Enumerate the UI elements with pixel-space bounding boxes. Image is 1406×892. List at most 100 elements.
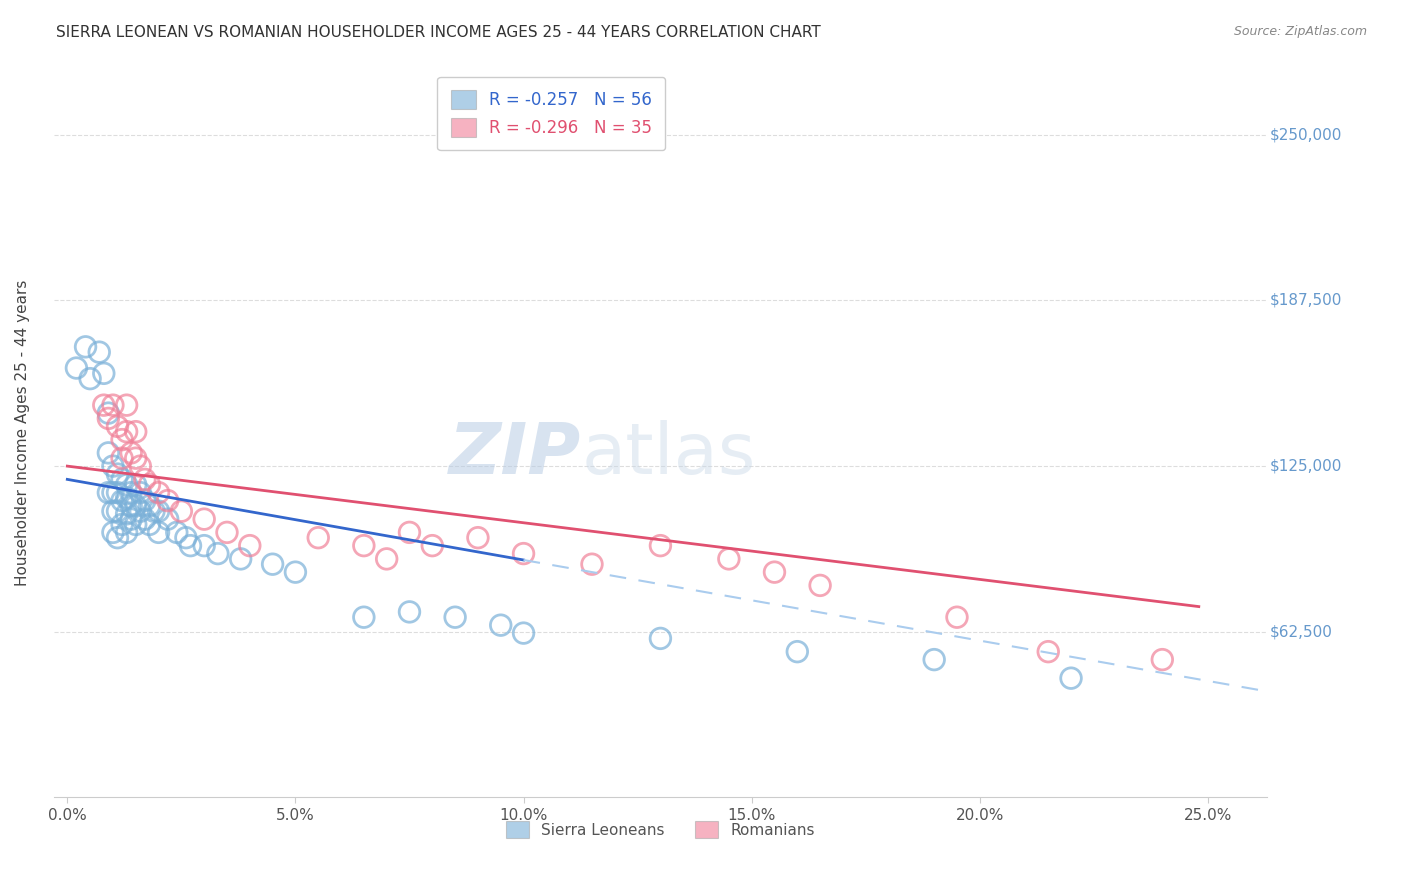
Point (97, 406, 120, 420)
Point (1060, 671, 1083, 685)
Point (353, 610, 375, 624)
Point (101, 459, 124, 474)
Point (1152, 652, 1174, 666)
Point (156, 512, 179, 526)
Point (156, 493, 179, 508)
Point (148, 485, 170, 500)
Point (148, 525, 170, 540)
Point (129, 459, 152, 474)
Point (946, 610, 969, 624)
Point (215, 525, 238, 540)
Text: $125,000: $125,000 (1270, 458, 1343, 474)
Point (808, 578, 831, 592)
Text: $62,500: $62,500 (1270, 624, 1333, 640)
Point (138, 499, 160, 513)
Point (120, 499, 142, 513)
Point (138, 517, 160, 532)
Point (115, 477, 138, 491)
Point (134, 493, 156, 508)
Point (398, 605, 420, 619)
Point (174, 531, 197, 545)
Y-axis label: Householder Income Ages 25 - 44 years: Householder Income Ages 25 - 44 years (15, 280, 30, 586)
Point (125, 517, 148, 532)
Point (93, 367, 115, 381)
Point (125, 451, 148, 466)
Point (763, 565, 786, 579)
Point (581, 557, 603, 571)
Point (143, 504, 166, 518)
Point (229, 552, 252, 566)
Point (93, 398, 115, 412)
Text: $250,000: $250,000 (1270, 128, 1343, 143)
Point (107, 467, 129, 481)
Point (262, 557, 284, 571)
Point (120, 512, 142, 526)
Point (111, 517, 134, 532)
Point (1038, 645, 1060, 659)
Point (125, 477, 148, 491)
Point (97, 446, 120, 460)
Point (111, 433, 134, 447)
Point (120, 446, 142, 460)
Point (125, 425, 148, 439)
Point (101, 504, 124, 518)
Point (922, 652, 945, 666)
Point (107, 531, 129, 545)
Point (512, 626, 534, 640)
Point (79, 371, 101, 385)
Point (115, 525, 138, 540)
Point (101, 398, 124, 412)
Point (398, 525, 420, 540)
Point (115, 398, 138, 412)
Point (111, 451, 134, 466)
Point (650, 632, 672, 646)
Point (125, 499, 148, 513)
Point (107, 504, 129, 518)
Point (101, 485, 124, 500)
Point (307, 531, 329, 545)
Text: SIERRA LEONEAN VS ROMANIAN HOUSEHOLDER INCOME AGES 25 - 44 YEARS CORRELATION CHA: SIERRA LEONEAN VS ROMANIAN HOUSEHOLDER I… (56, 25, 821, 40)
Point (148, 504, 170, 518)
Point (97, 485, 120, 500)
Point (375, 552, 398, 566)
Point (111, 472, 134, 486)
Text: ZIP: ZIP (450, 420, 582, 490)
Point (129, 504, 152, 518)
Point (650, 539, 672, 553)
Legend: Sierra Leoneans, Romanians: Sierra Leoneans, Romanians (501, 814, 821, 845)
Point (193, 539, 215, 553)
Point (193, 512, 215, 526)
Point (134, 512, 156, 526)
Point (134, 472, 156, 486)
Point (786, 645, 808, 659)
Point (120, 485, 142, 500)
Text: atlas: atlas (582, 420, 756, 490)
Point (107, 485, 129, 500)
Point (489, 618, 512, 632)
Point (115, 425, 138, 439)
Point (420, 539, 443, 553)
Point (101, 525, 124, 540)
Point (138, 477, 160, 491)
Point (107, 419, 129, 434)
Point (115, 491, 138, 505)
Point (89, 345, 111, 359)
Point (170, 504, 193, 518)
Point (129, 485, 152, 500)
Point (75, 340, 97, 354)
Point (353, 539, 375, 553)
Point (717, 552, 740, 566)
Point (179, 539, 201, 553)
Point (239, 539, 262, 553)
Point (512, 547, 534, 561)
Point (115, 507, 138, 521)
Point (207, 547, 229, 561)
Point (444, 610, 467, 624)
Point (65, 361, 87, 376)
Point (97, 411, 120, 425)
Point (111, 493, 134, 508)
Text: Source: ZipAtlas.com: Source: ZipAtlas.com (1233, 25, 1367, 38)
Point (284, 565, 307, 579)
Point (166, 525, 188, 540)
Point (467, 531, 489, 545)
